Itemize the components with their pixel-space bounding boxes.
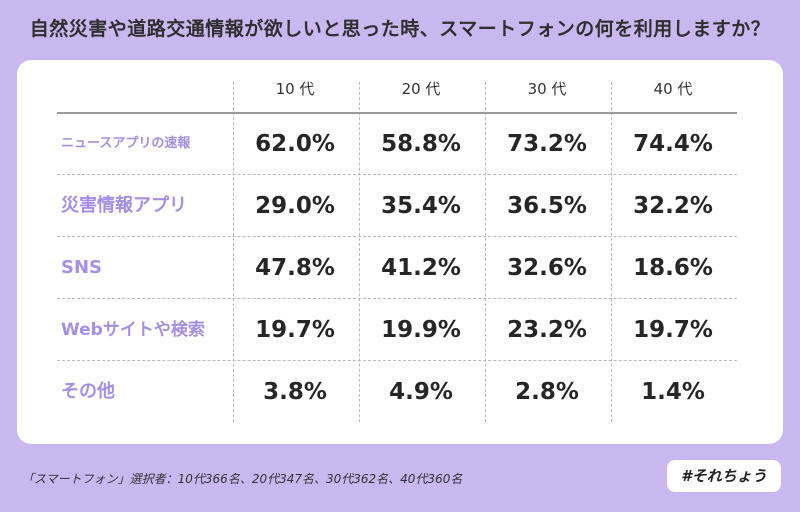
column-header-10s: 10 代 (275, 80, 315, 98)
row-divider (57, 298, 737, 299)
table-cell: 74.4% (633, 131, 713, 157)
column-divider (233, 82, 234, 422)
column-header-20s: 20 代 (401, 80, 441, 98)
table-cell: 47.8% (255, 255, 335, 281)
table-cell: 58.8% (381, 131, 461, 157)
row-label-sns: SNS (61, 257, 102, 278)
table-cell: 36.5% (507, 193, 587, 219)
table-cell: 1.4% (641, 379, 705, 405)
table-cell: 4.9% (389, 379, 453, 405)
table-cell: 23.2% (507, 317, 587, 343)
table-cell: 41.2% (381, 255, 461, 281)
row-divider (57, 360, 737, 361)
table-card: 10 代 20 代 30 代 40 代 ニュースアプリの速報 62.0% 58.… (17, 60, 783, 444)
column-divider (611, 82, 612, 422)
table-cell: 19.7% (255, 317, 335, 343)
table-cell: 32.2% (633, 193, 713, 219)
table-cell: 19.7% (633, 317, 713, 343)
row-divider (57, 174, 737, 175)
table-cell: 35.4% (381, 193, 461, 219)
chart-title: 自然災害や道路交通情報が欲しいと思った時、スマートフォンの何を利用しますか？ (29, 18, 771, 40)
column-divider (359, 82, 360, 422)
row-label-news-app: ニュースアプリの速報 (61, 136, 191, 151)
column-divider (485, 82, 486, 422)
table-cell: 73.2% (507, 131, 587, 157)
table-cell: 19.9% (381, 317, 461, 343)
header-divider (57, 112, 737, 114)
table-cell: 62.0% (255, 131, 335, 157)
column-header-40s: 40 代 (653, 80, 693, 98)
table-cell: 32.6% (507, 255, 587, 281)
footnote: 「スマートフォン」選択者：10代366名、20代347名、30代362名、40代… (22, 472, 463, 486)
table-cell: 18.6% (633, 255, 713, 281)
brand-tag: #それちょう (667, 460, 781, 492)
row-label-disaster-app: 災害情報アプリ (61, 195, 187, 216)
row-label-web-search: Webサイトや検索 (61, 320, 205, 340)
table-cell: 29.0% (255, 193, 335, 219)
row-label-other: その他 (61, 381, 115, 402)
row-divider (57, 236, 737, 237)
table-cell: 2.8% (515, 379, 579, 405)
column-header-30s: 30 代 (527, 80, 567, 98)
table-cell: 3.8% (263, 379, 327, 405)
